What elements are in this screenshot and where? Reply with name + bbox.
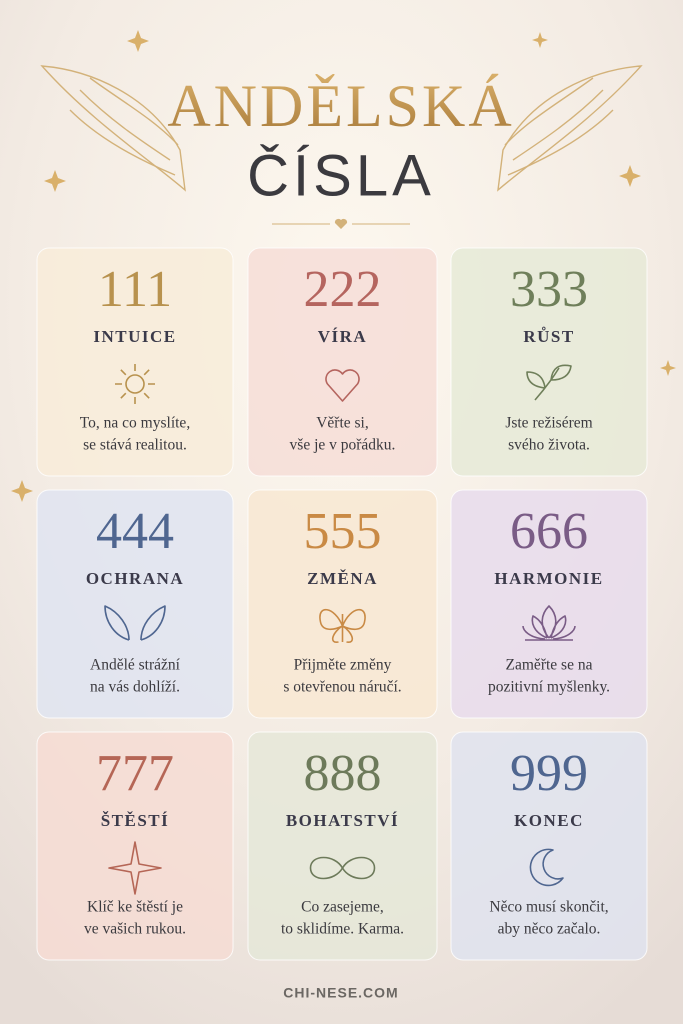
card-text: se stává realitou. bbox=[83, 437, 187, 454]
card-text: na vás dohlíží. bbox=[90, 679, 180, 696]
title-line: ANDĚLSKÁ bbox=[167, 73, 514, 139]
card-text: vše je v pořádku. bbox=[290, 437, 396, 454]
card-icon bbox=[104, 605, 166, 641]
card-name: OCHRANA bbox=[86, 569, 184, 588]
card-name: BOHATSTVÍ bbox=[286, 811, 399, 830]
card-number: 999 bbox=[510, 745, 588, 802]
card-box bbox=[247, 731, 438, 961]
card-box bbox=[36, 489, 234, 719]
heart-ornament bbox=[334, 218, 348, 229]
card: 444 OCHRANA Andělé strážní na vás dohlíží. bbox=[36, 489, 234, 719]
title-line: ČÍSLA bbox=[247, 143, 435, 208]
card-icon bbox=[115, 364, 155, 404]
card-text: Co zasejeme, bbox=[301, 899, 384, 916]
card-box bbox=[450, 731, 648, 961]
card-number: 222 bbox=[304, 261, 382, 318]
card-name: VÍRA bbox=[318, 327, 367, 346]
card-icon bbox=[522, 605, 576, 641]
card-number: 777 bbox=[96, 745, 174, 802]
card-box bbox=[247, 489, 438, 719]
card-box bbox=[450, 247, 648, 477]
card-text: ve vašich rukou. bbox=[84, 921, 186, 938]
card-box bbox=[450, 489, 648, 719]
card-text: Zaměřte se na bbox=[506, 657, 593, 674]
card-text: aby něco začalo. bbox=[498, 921, 601, 938]
card-text: Něco musí skončit, bbox=[489, 899, 608, 916]
footer-site: CHI-NESE.COM bbox=[283, 985, 398, 1001]
card-number: 555 bbox=[304, 503, 382, 560]
card-box bbox=[36, 247, 234, 477]
card-number: 111 bbox=[98, 261, 172, 318]
card: 222 VÍRA Věřte si, vše je v pořádku. bbox=[247, 247, 438, 477]
card-icon bbox=[529, 848, 564, 887]
card-text: Andělé strážní bbox=[90, 657, 181, 674]
card-name: ŠTĚSTÍ bbox=[101, 811, 170, 830]
card-text: to sklidíme. Karma. bbox=[281, 921, 404, 938]
card: 555 ZMĚNA Přijměte změny s otevřenou náručí… bbox=[247, 489, 438, 719]
card-icon bbox=[309, 856, 376, 880]
card-name: RŮST bbox=[523, 327, 574, 346]
card-number: 444 bbox=[96, 503, 174, 560]
card-text: svého života. bbox=[508, 437, 590, 454]
card-number: 333 bbox=[510, 261, 588, 318]
card: 111 INTUICE To, na co myslíte, se stává rea… bbox=[36, 247, 234, 477]
card-icon bbox=[319, 608, 366, 643]
card-icon bbox=[108, 841, 162, 895]
card: 999 KONEC Něco musí skončit, aby něco začal… bbox=[450, 731, 648, 961]
card-name: INTUICE bbox=[93, 327, 176, 346]
card: 777 ŠTĚSTÍ Klíč ke štěstí je ve vašich ruko… bbox=[36, 731, 234, 961]
card-number: 888 bbox=[304, 745, 382, 802]
wings bbox=[40, 65, 643, 192]
card-number: 666 bbox=[510, 503, 588, 560]
card-text: Věřte si, bbox=[316, 415, 369, 432]
card-icon bbox=[526, 364, 572, 401]
card-text: pozitivní myšlenky. bbox=[488, 679, 610, 696]
card-name: KONEC bbox=[514, 811, 584, 830]
sparkles bbox=[11, 30, 676, 502]
card-icon bbox=[325, 369, 360, 402]
card-text: Klíč ke štěstí je bbox=[87, 899, 183, 916]
card-box bbox=[247, 247, 438, 477]
card-text: To, na co myslíte, bbox=[80, 415, 190, 432]
card-text: Přijměte změny bbox=[294, 657, 392, 674]
card: 666 HARMONIE Zaměřte se na pozitivní myšlen… bbox=[450, 489, 648, 719]
card: 888 BOHATSTVÍ Co zasejeme, to sklidíme. Kar… bbox=[247, 731, 438, 961]
card-name: ZMĚNA bbox=[307, 569, 378, 588]
card: 333 RŮST Jste režisérem svého života. bbox=[450, 247, 648, 477]
card-text: Jste režisérem bbox=[505, 415, 592, 432]
card-name: HARMONIE bbox=[494, 569, 603, 588]
card-text: s otevřenou náručí. bbox=[283, 679, 401, 696]
